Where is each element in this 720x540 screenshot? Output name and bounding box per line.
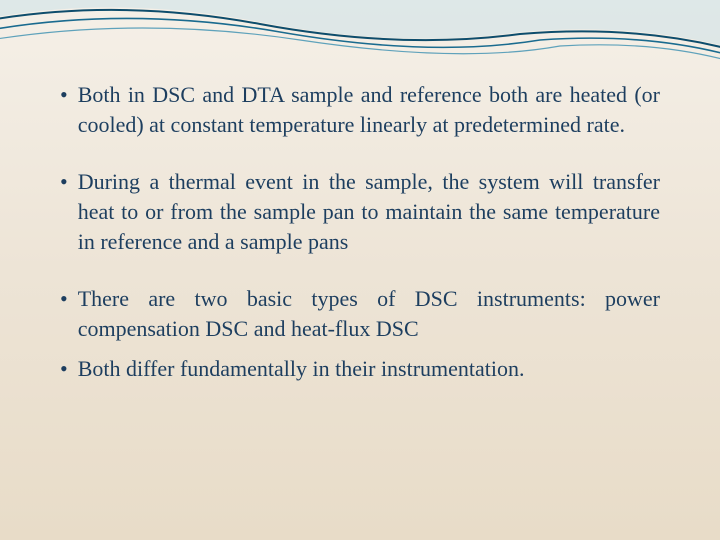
bullet-item: • Both differ fundamentally in their ins… (60, 354, 660, 384)
bullet-marker: • (60, 284, 68, 314)
bullet-item: • During a thermal event in the sample, … (60, 167, 660, 256)
content-area: • Both in DSC and DTA sample and referen… (60, 80, 660, 500)
bullet-text: There are two basic types of DSC instrum… (78, 284, 660, 343)
bullet-text: Both differ fundamentally in their instr… (78, 354, 660, 384)
bullet-marker: • (60, 167, 68, 197)
slide: • Both in DSC and DTA sample and referen… (0, 0, 720, 540)
bullet-item: • There are two basic types of DSC instr… (60, 284, 660, 343)
bullet-text: Both in DSC and DTA sample and reference… (78, 80, 660, 139)
bullet-item: • Both in DSC and DTA sample and referen… (60, 80, 660, 139)
wave-icon (0, 0, 720, 90)
bullet-text: During a thermal event in the sample, th… (78, 167, 660, 256)
bullet-marker: • (60, 354, 68, 384)
decorative-wave (0, 0, 720, 90)
bullet-marker: • (60, 80, 68, 110)
